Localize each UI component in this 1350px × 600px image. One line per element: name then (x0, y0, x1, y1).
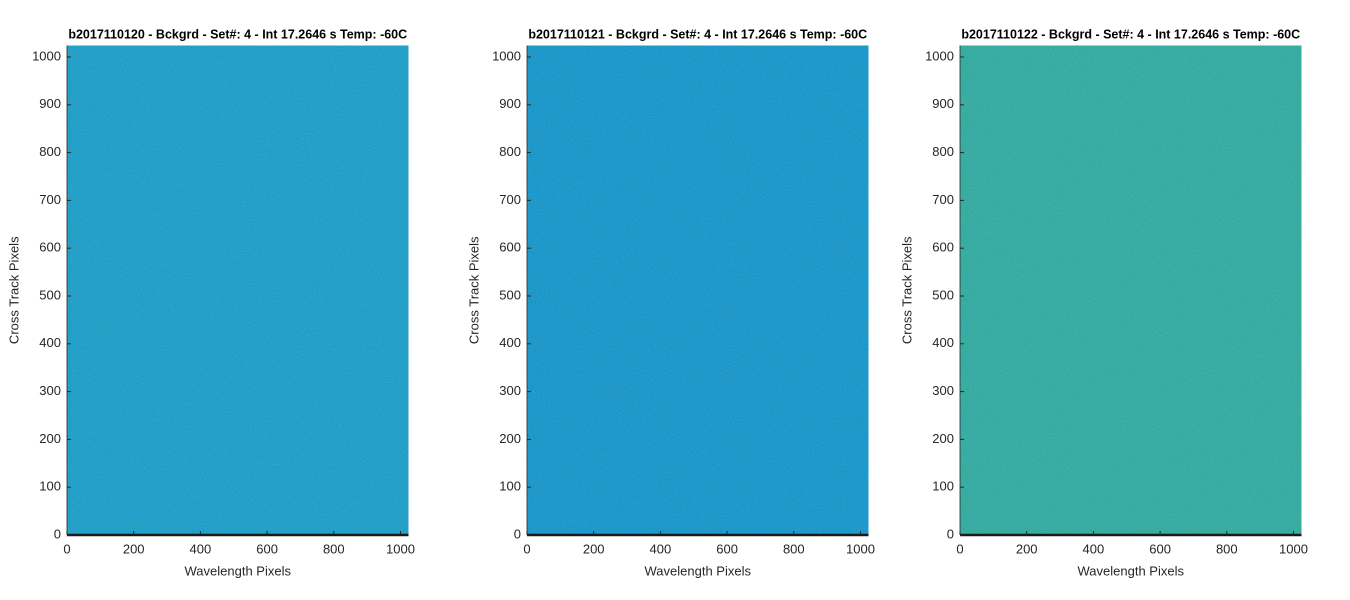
y-tick-label: 0 (514, 526, 521, 541)
x-tick-label: 800 (783, 541, 805, 556)
y-axis-label: Cross Track Pixels (466, 236, 481, 344)
y-tick-label: 1000 (925, 48, 954, 63)
y-tick-label: 300 (499, 383, 521, 398)
x-tick-label: 1000 (386, 541, 415, 556)
y-tick-label: 400 (499, 335, 521, 350)
y-tick-label: 900 (39, 96, 61, 111)
y-tick-label: 1000 (32, 48, 61, 63)
y-tick-label: 100 (932, 479, 954, 494)
x-tick-label: 200 (1016, 541, 1038, 556)
y-tick-label: 700 (39, 192, 61, 207)
x-tick-label: 400 (1083, 541, 1105, 556)
y-axis-label: Cross Track Pixels (6, 236, 21, 344)
x-axis-label: Wavelength Pixels (1078, 563, 1185, 578)
noise-texture (960, 45, 1302, 535)
x-axis-label: Wavelength Pixels (185, 563, 292, 578)
y-tick-label: 500 (39, 287, 61, 302)
y-tick-label: 900 (499, 96, 521, 111)
chart-title: b2017110122 - Bckgrd - Set#: 4 - Int 17.… (961, 27, 1300, 41)
chart-title: b2017110121 - Bckgrd - Set#: 4 - Int 17.… (528, 27, 867, 41)
x-tick-label: 200 (583, 541, 605, 556)
x-tick-label: 0 (63, 541, 70, 556)
y-axis-label: Cross Track Pixels (899, 236, 914, 344)
x-axis-label: Wavelength Pixels (645, 563, 752, 578)
y-tick-label: 0 (54, 526, 61, 541)
y-tick-label: 900 (932, 96, 954, 111)
y-tick-label: 600 (39, 240, 61, 255)
y-tick-label: 400 (932, 335, 954, 350)
x-tick-label: 600 (256, 541, 278, 556)
y-tick-label: 800 (39, 144, 61, 159)
y-tick-label: 300 (932, 383, 954, 398)
y-tick-label: 600 (499, 240, 521, 255)
y-tick-label: 500 (499, 287, 521, 302)
y-tick-label: 700 (932, 192, 954, 207)
y-tick-label: 0 (947, 526, 954, 541)
noise-texture (527, 45, 869, 535)
y-tick-label: 400 (39, 335, 61, 350)
y-tick-label: 300 (39, 383, 61, 398)
noise-texture (67, 45, 409, 535)
x-tick-label: 1000 (1279, 541, 1308, 556)
y-tick-label: 600 (932, 240, 954, 255)
x-tick-label: 800 (323, 541, 345, 556)
x-tick-label: 600 (716, 541, 738, 556)
x-tick-label: 0 (956, 541, 963, 556)
y-tick-label: 100 (499, 479, 521, 494)
x-tick-label: 400 (650, 541, 672, 556)
y-tick-label: 200 (932, 431, 954, 446)
y-tick-label: 700 (499, 192, 521, 207)
x-tick-label: 1000 (846, 541, 875, 556)
y-tick-label: 1000 (492, 48, 521, 63)
x-tick-label: 600 (1149, 541, 1171, 556)
x-tick-label: 800 (1216, 541, 1238, 556)
y-tick-label: 500 (932, 287, 954, 302)
y-tick-label: 200 (499, 431, 521, 446)
chart-title: b2017110120 - Bckgrd - Set#: 4 - Int 17.… (68, 27, 407, 41)
y-tick-label: 800 (932, 144, 954, 159)
x-tick-label: 400 (190, 541, 212, 556)
y-tick-label: 200 (39, 431, 61, 446)
x-tick-label: 200 (123, 541, 145, 556)
y-tick-label: 100 (39, 479, 61, 494)
x-tick-label: 0 (523, 541, 530, 556)
y-tick-label: 800 (499, 144, 521, 159)
